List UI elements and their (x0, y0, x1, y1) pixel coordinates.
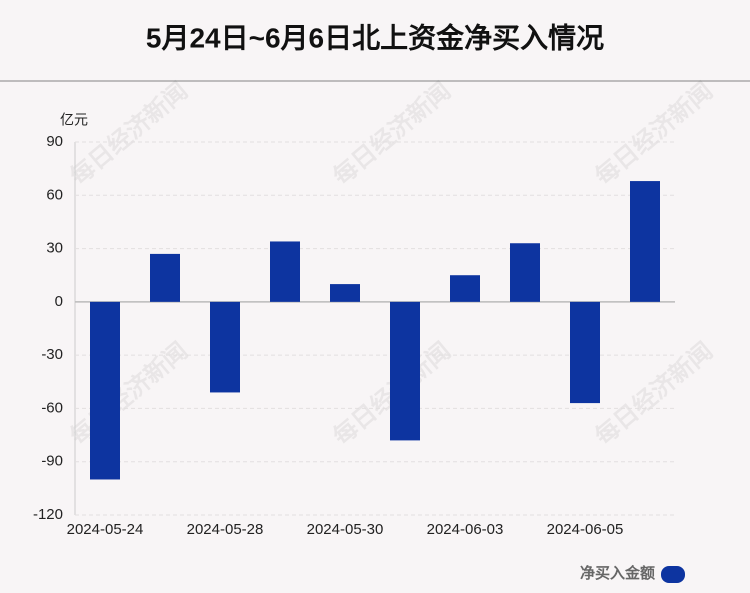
y-tick-label: -60 (41, 399, 63, 416)
y-tick-label: -90 (41, 453, 63, 470)
chart-title: 5月24日~6月6日北上资金净买入情况 (146, 21, 604, 53)
y-tick-label: 60 (46, 186, 63, 203)
x-tick-label: 2024-06-03 (427, 521, 504, 538)
y-tick-label: -120 (33, 506, 63, 523)
y-unit: 亿元 (60, 112, 88, 128)
y-tick-label: -30 (41, 346, 63, 363)
x-tick-label: 2024-05-28 (187, 521, 264, 538)
bar (510, 243, 540, 302)
bar (630, 181, 660, 302)
bar (150, 253, 180, 302)
bar (210, 301, 240, 393)
bar (390, 301, 420, 441)
y-tick-label: 0 (55, 293, 63, 310)
bar (570, 301, 600, 404)
legend-label: 净买入金额 (580, 564, 655, 582)
y-tick-label: 90 (46, 133, 63, 150)
legend-swatch (661, 566, 685, 583)
bar (270, 241, 300, 302)
bar (450, 275, 480, 302)
y-tick-label: 30 (46, 240, 63, 257)
x-tick-label: 2024-06-05 (547, 521, 624, 538)
bar (90, 301, 120, 480)
x-tick-label: 2024-05-30 (307, 521, 384, 538)
bar (330, 284, 360, 302)
x-tick-label: 2024-05-24 (67, 521, 144, 538)
